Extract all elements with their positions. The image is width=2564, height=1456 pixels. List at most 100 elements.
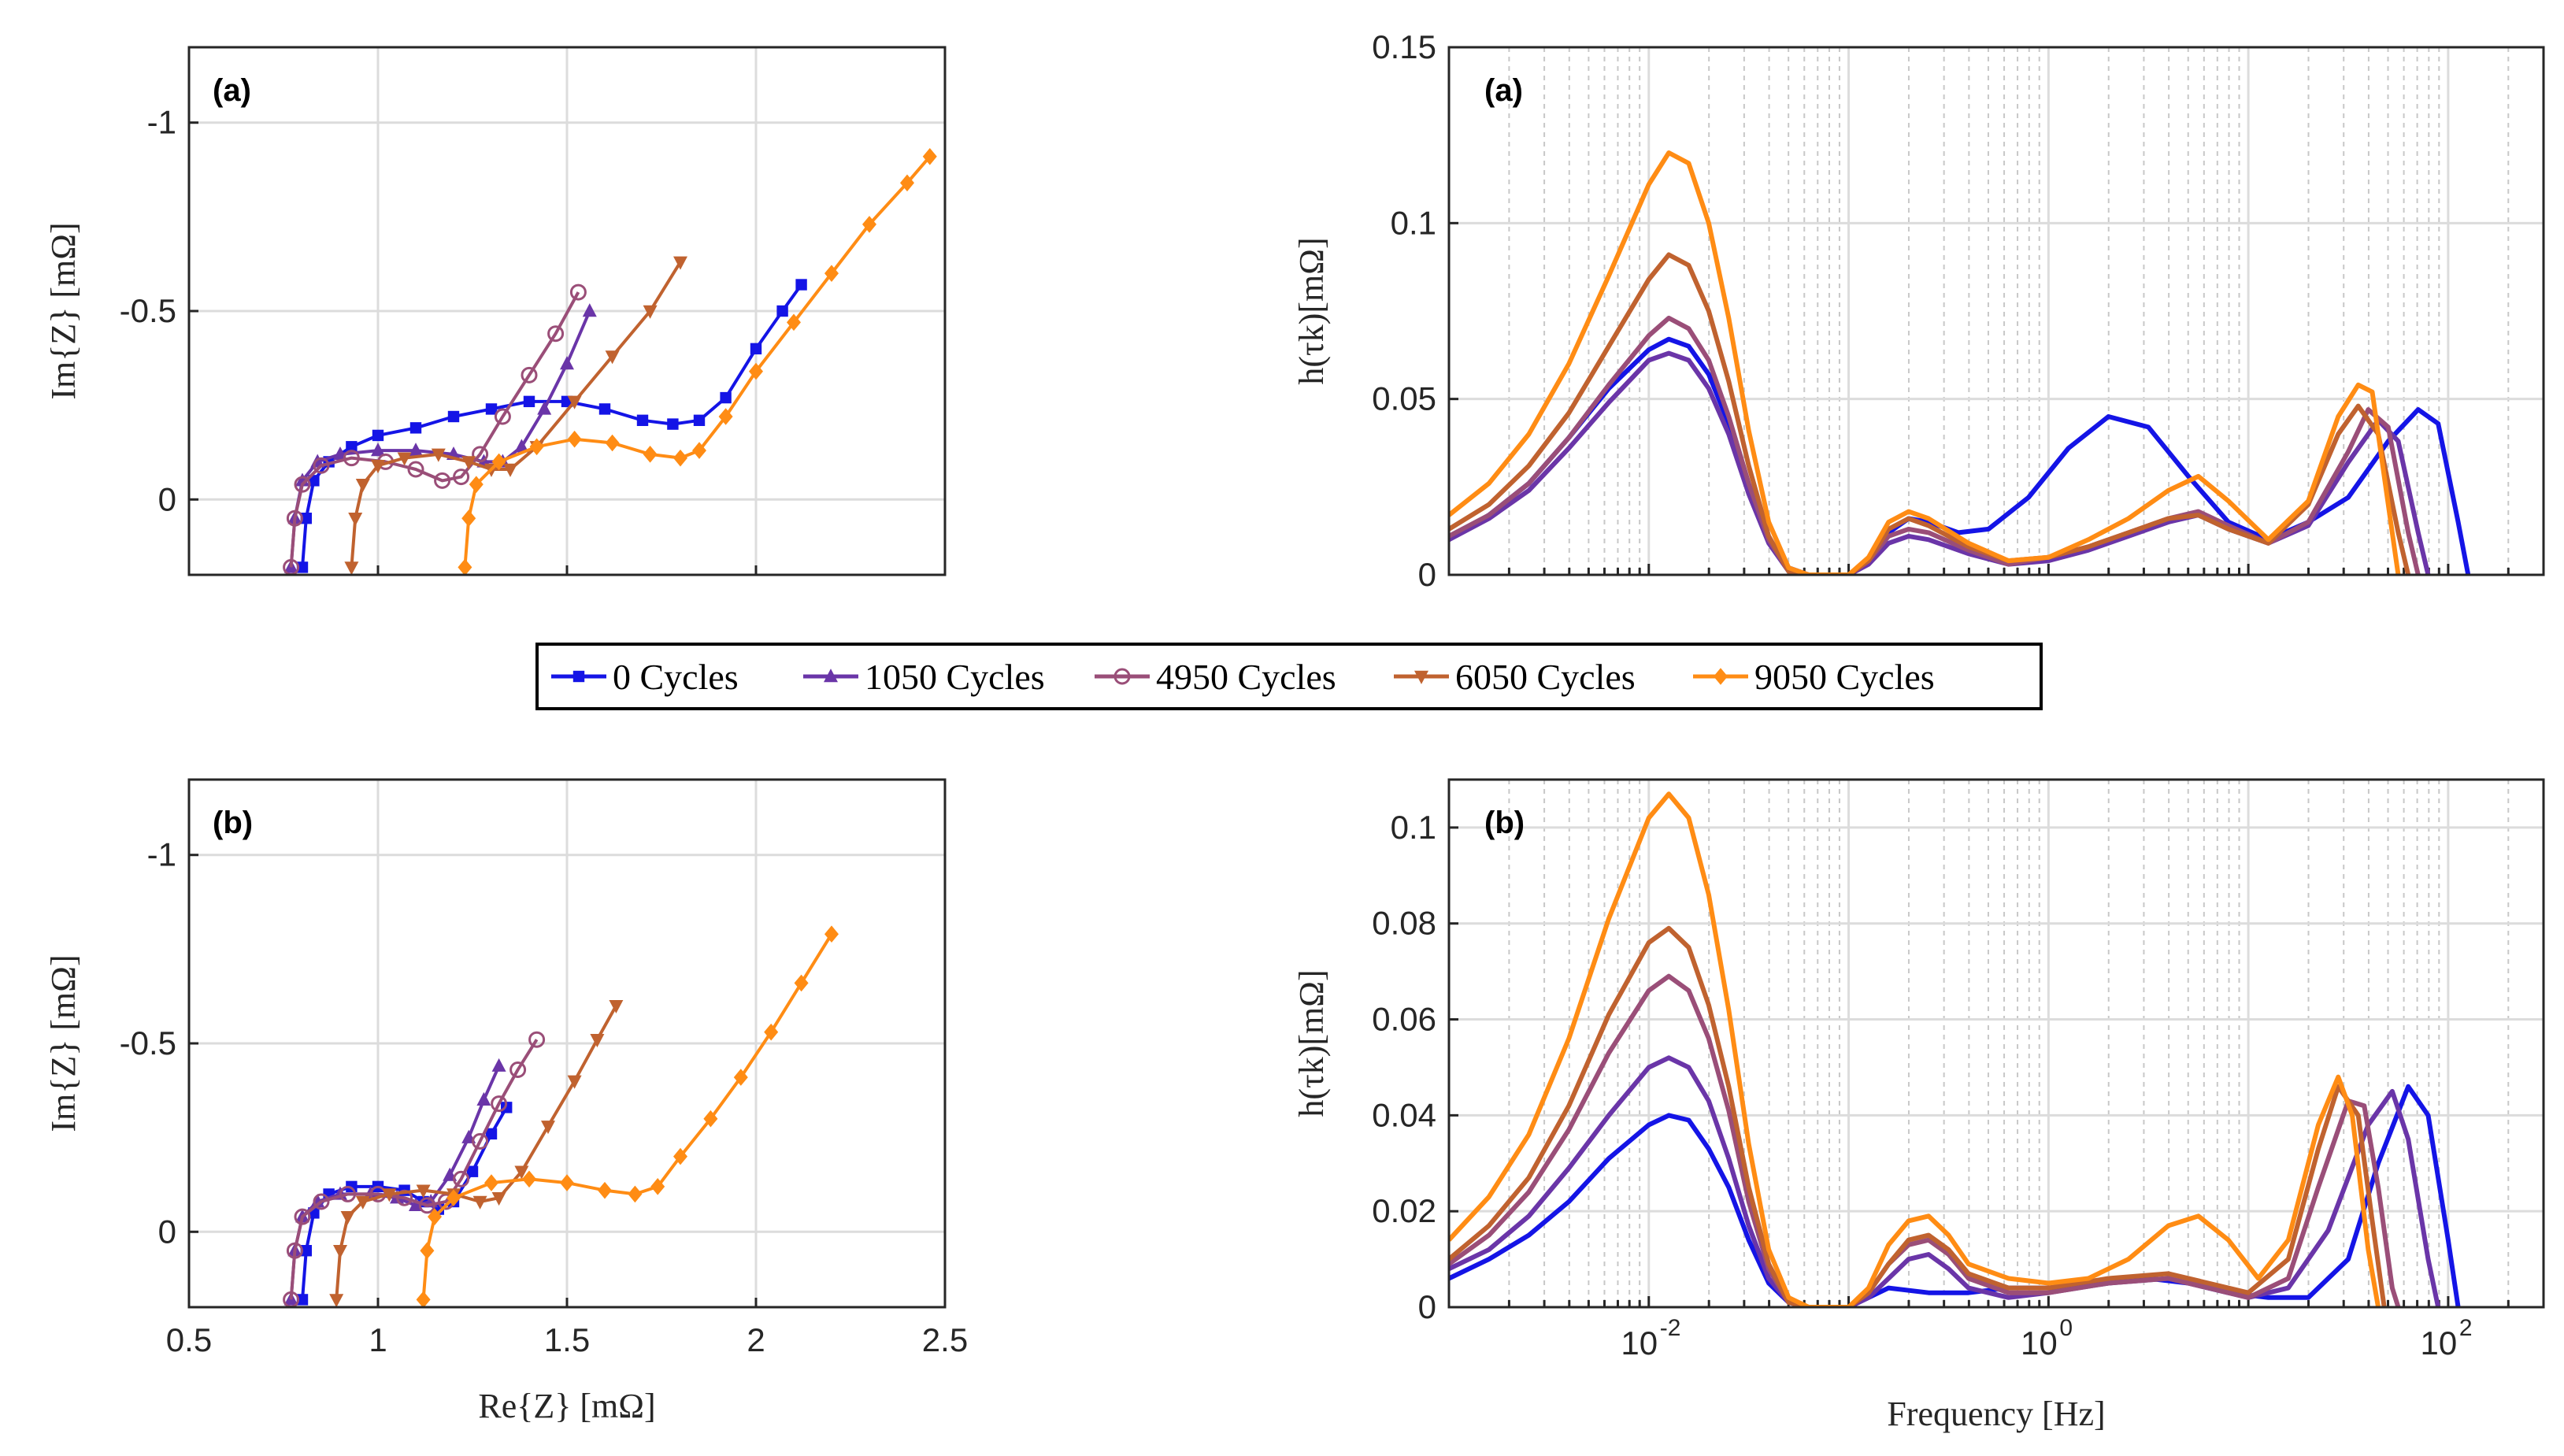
series-9050-cycles <box>416 925 839 1307</box>
series-6050-cycles <box>1449 925 2387 1307</box>
data-point-marker <box>333 1245 347 1259</box>
data-point-marker <box>329 1294 344 1307</box>
data-point-marker <box>476 1091 491 1106</box>
data-point-marker <box>300 513 312 524</box>
series-6050-cycles <box>329 999 624 1307</box>
series-9050-cycles <box>1449 150 2401 575</box>
data-point-marker <box>569 283 587 301</box>
panel-label: (b) <box>1484 806 1525 840</box>
legend-label: 1050 Cycles <box>865 657 1045 697</box>
data-point-marker <box>313 457 330 474</box>
series-group <box>1449 150 2471 575</box>
data-point-marker <box>355 1195 370 1210</box>
data-point-marker <box>609 999 624 1014</box>
legend-label: 4950 Cycles <box>1156 657 1336 697</box>
data-point-marker <box>296 561 309 573</box>
data-point-marker <box>458 558 472 575</box>
y-tick-label: 0 <box>1418 1288 1436 1325</box>
data-point-marker <box>348 513 363 527</box>
series-line <box>1449 925 2387 1307</box>
data-point-marker <box>528 1031 546 1048</box>
y-tick-label: 0.1 <box>1391 809 1436 846</box>
x-tick-label: 10 <box>2421 1324 2458 1362</box>
data-point-marker <box>764 1023 779 1041</box>
data-point-marker <box>824 669 838 683</box>
series-9050-cycles <box>1449 791 2381 1307</box>
nyquist-plot-a: -1 -0.5 0 (a) Im{Z} [mΩ] <box>44 46 947 576</box>
series-1050-cycles <box>283 1058 506 1306</box>
data-point-marker <box>416 1184 431 1199</box>
data-point-marker <box>397 452 412 466</box>
series-6050-cycles <box>344 256 687 575</box>
data-point-marker <box>673 449 687 467</box>
data-point-marker <box>794 974 809 992</box>
data-point-marker <box>300 1245 312 1257</box>
data-point-marker <box>605 434 620 452</box>
x-axis-label: Re{Z} [mΩ] <box>478 1387 655 1425</box>
data-point-marker <box>795 279 807 291</box>
data-point-marker <box>339 1185 357 1202</box>
data-point-marker <box>1113 668 1131 685</box>
legend-entry-9050-cycles: 9050 Cycles <box>1693 657 1935 697</box>
data-point-marker <box>749 362 763 380</box>
data-point-marker <box>522 1170 536 1188</box>
series-4950-cycles <box>283 1031 546 1307</box>
data-point-marker <box>355 478 370 493</box>
data-point-marker <box>514 439 529 453</box>
axes-frame <box>187 46 947 576</box>
data-point-marker <box>824 925 839 943</box>
series-1050-cycles <box>1449 350 2431 575</box>
data-point-marker <box>286 1242 303 1259</box>
x-tick-label: 2.5 <box>922 1321 968 1358</box>
grid <box>187 780 947 1307</box>
data-point-marker <box>692 442 706 459</box>
data-point-marker <box>567 1075 582 1089</box>
series-6050-cycles <box>1449 252 2411 575</box>
panel-label: (b) <box>213 806 253 840</box>
data-point-marker <box>491 1095 508 1113</box>
series-4950-cycles <box>283 283 587 575</box>
data-point-marker <box>294 476 311 493</box>
data-point-marker <box>509 1061 527 1078</box>
legend-entry-4950-cycles: 4950 Cycles <box>1095 657 1336 697</box>
tick-labels: 0 0.05 0.1 0.15 <box>1372 28 1436 593</box>
axes-frame <box>1447 778 2545 1309</box>
data-point-marker <box>294 1208 311 1225</box>
y-tick-label: 0.04 <box>1372 1096 1436 1133</box>
legend: 0 Cycles 1050 Cycles 4950 Cycles 6050 Cycle… <box>535 643 2043 710</box>
panel-label: (a) <box>1484 73 1523 108</box>
series-1050-cycles <box>1449 1055 2441 1307</box>
data-point-marker <box>643 446 658 463</box>
data-point-marker <box>598 403 611 415</box>
y-tick-label: 0 <box>1418 556 1436 593</box>
data-point-marker <box>485 1128 498 1140</box>
drt-plot-a: 0 0.05 0.1 0.15 (a) h(τk)[mΩ] <box>1292 28 2545 593</box>
series-line <box>463 155 932 568</box>
series-0-cycles <box>296 279 807 573</box>
grid <box>1447 46 2545 576</box>
series-line <box>350 261 682 568</box>
data-point-marker <box>466 1165 479 1177</box>
data-point-marker <box>537 401 552 415</box>
legend-entry-0-cycles: 0 Cycles <box>551 657 739 697</box>
y-tick-label: 0.1 <box>1391 204 1436 241</box>
tick-labels: -1 -0.5 0 0.5 1 1.5 2 2.5 <box>120 836 969 1358</box>
data-point-marker <box>605 350 620 365</box>
series-line <box>1449 350 2431 575</box>
data-point-marker <box>313 1193 330 1210</box>
y-tick-label: 0.08 <box>1372 905 1436 942</box>
y-tick-label: -1 <box>147 836 176 873</box>
data-point-marker <box>420 1242 435 1260</box>
data-point-marker <box>431 448 446 462</box>
series-line <box>289 291 580 568</box>
data-point-marker <box>472 1195 487 1210</box>
data-point-marker <box>396 1189 413 1206</box>
data-point-marker <box>703 1110 718 1128</box>
legend-label: 6050 Cycles <box>1455 657 1636 697</box>
data-point-marker <box>416 1291 431 1307</box>
drt-plot-b: 00.020.040.060.080.110 -2 10 0 10 2 (b) h(τk)… <box>1292 778 2545 1433</box>
data-point-marker <box>472 1132 489 1150</box>
data-point-marker <box>673 1147 687 1165</box>
tick-labels: 00.020.040.060.080.110 -2 10 0 10 2 <box>1372 809 2472 1362</box>
data-point-marker <box>485 403 498 415</box>
